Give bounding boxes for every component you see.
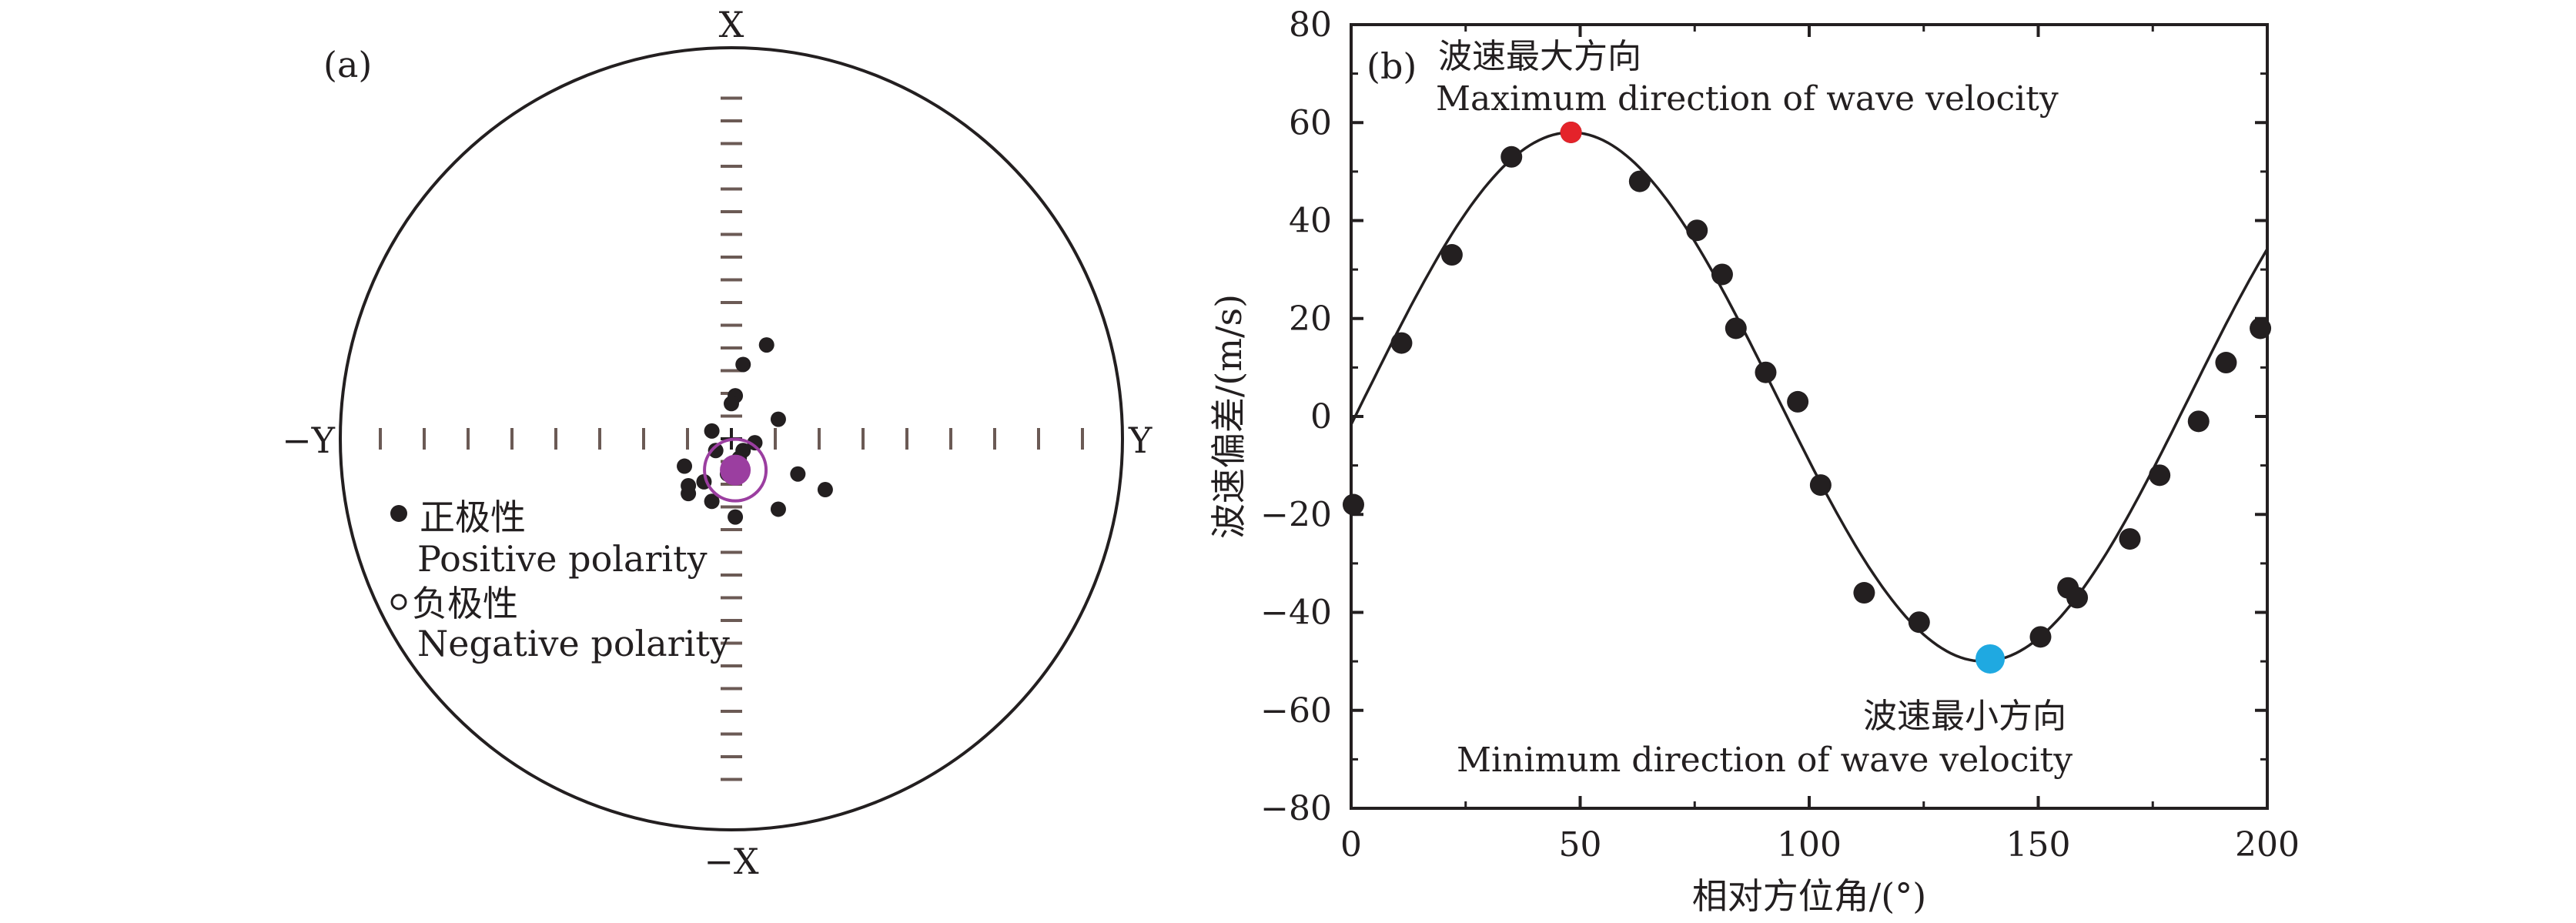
x-tick-label: 150: [2006, 825, 2071, 864]
data-point: [1755, 361, 1777, 383]
max-velocity-point: [1560, 121, 1582, 143]
data-point: [1908, 611, 1930, 634]
panel-a-stereonet: (a) X −X −Y Y 正极性 Positive polarity 负极性 …: [282, 4, 1153, 882]
y-tick-label: −60: [1260, 691, 1332, 731]
legend-negative-symbol: [390, 594, 407, 610]
y-tick-label: 40: [1289, 202, 1332, 241]
data-point: [2187, 410, 2210, 433]
legend-negative-label-cn: 负极性: [412, 583, 518, 624]
positive-polarity-point: [724, 396, 739, 412]
data-point: [1500, 145, 1523, 168]
data-point: [2149, 464, 2171, 487]
legend-positive-label-cn: 正极性: [420, 497, 526, 538]
data-point: [2066, 587, 2089, 609]
data-point: [1711, 263, 1733, 286]
plot-frame: [1350, 23, 2269, 810]
x-axis-title: 相对方位角/(°): [1692, 875, 1926, 917]
data-point: [1342, 493, 1364, 516]
positive-polarity-point: [728, 509, 744, 525]
data-point: [2029, 626, 2052, 648]
legend-positive-symbol: [390, 505, 407, 522]
panel-a-label: (a): [323, 44, 372, 85]
data-point: [2250, 317, 2272, 339]
positive-polarity-point: [758, 337, 774, 353]
positive-polarity-point: [747, 435, 763, 451]
axis-label-right: Y: [1128, 420, 1153, 461]
panel-b-label: (b): [1367, 45, 1417, 87]
centroid-ring: [703, 437, 768, 503]
positive-polarity-point: [770, 501, 786, 517]
y-tick-label: 60: [1289, 103, 1332, 142]
y-tick-label: −20: [1260, 495, 1332, 534]
x-tick-label: 200: [2235, 825, 2300, 864]
data-point: [1853, 582, 1875, 604]
positive-polarity-point: [790, 466, 806, 482]
axis-ticks: [1350, 23, 2269, 810]
positive-polarity-point: [677, 458, 693, 474]
legend-positive-label-en: Positive polarity: [417, 538, 708, 580]
positive-polarity-point: [735, 356, 751, 373]
max-annotation-cn: 波速最大方向: [1438, 37, 1641, 76]
y-tick-label: −80: [1260, 789, 1332, 828]
y-tick-label: −40: [1260, 594, 1332, 633]
x-tick-label: 0: [1340, 825, 1362, 864]
stereonet-circle: [339, 46, 1124, 831]
data-point: [1809, 474, 1832, 497]
min-velocity-point: [1975, 644, 2006, 674]
positive-polarity-points: [677, 337, 833, 525]
min-annotation-en: Minimum direction of wave velocity: [1457, 741, 2073, 780]
positive-polarity-point: [770, 411, 786, 427]
legend-negative-label-en: Negative polarity: [417, 623, 730, 664]
y-tick-label: 80: [1289, 5, 1332, 45]
x-tick-label: 50: [1559, 825, 1602, 864]
x-tick-label: 100: [1777, 825, 1842, 864]
data-point: [1725, 317, 1747, 339]
y-tick-label: 20: [1289, 299, 1332, 339]
positive-polarity-point: [817, 482, 833, 498]
positive-polarity-point: [681, 477, 697, 493]
data-point: [2119, 528, 2141, 550]
max-annotation-en: Maximum direction of wave velocity: [1436, 79, 2059, 119]
data-point: [1686, 219, 1708, 242]
data-point: [1628, 170, 1651, 192]
data-point: [1440, 244, 1463, 266]
y-tick-label: 0: [1310, 397, 1332, 436]
min-annotation-cn: 波速最小方向: [1863, 697, 2066, 736]
y-axis-title: 波速偏差/(m/s): [1208, 294, 1250, 539]
legend: 正极性 Positive polarity 负极性 Negative polar…: [390, 497, 730, 664]
fit-curve: [1350, 131, 2269, 663]
axis-label-bottom: −X: [704, 841, 759, 882]
data-point: [2215, 352, 2237, 374]
axis-label-top: X: [719, 4, 744, 45]
data-point: [1787, 390, 1809, 413]
centroid-marker: [703, 437, 768, 503]
positive-polarity-point: [708, 443, 724, 459]
data-point: [1390, 332, 1413, 354]
axis-label-left: −Y: [282, 420, 336, 461]
data-points: [1342, 121, 2272, 674]
positive-polarity-point: [704, 423, 720, 439]
centroid-dot: [720, 454, 751, 486]
positive-polarity-point: [704, 493, 720, 510]
